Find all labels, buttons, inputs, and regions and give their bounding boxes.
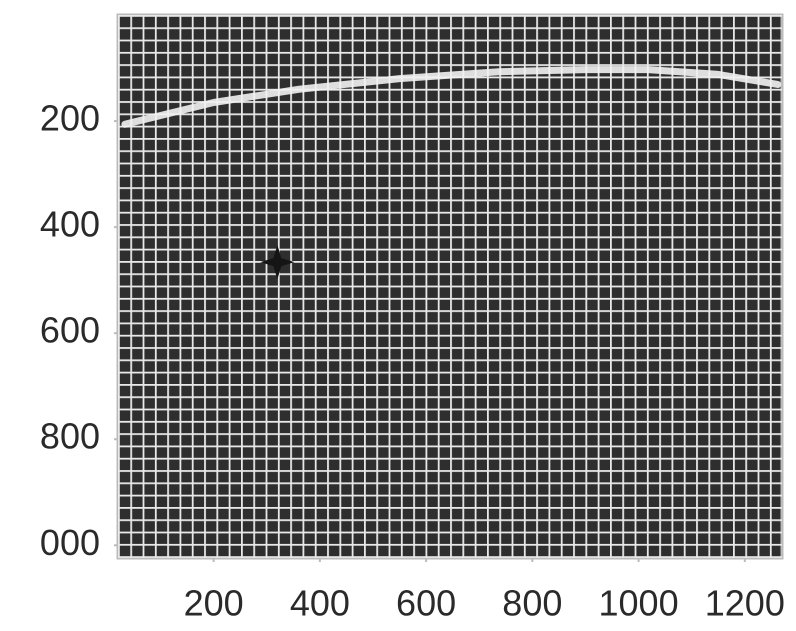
x-tick-label: 400 xyxy=(290,583,350,624)
y-tick-label: 400 xyxy=(40,204,100,245)
y-tick-label: 800 xyxy=(40,416,100,457)
x-tick-label: 800 xyxy=(502,583,562,624)
x-tick-label: 200 xyxy=(184,583,244,624)
x-tick-label: 600 xyxy=(396,583,456,624)
x-tick-label: 1200 xyxy=(705,583,785,624)
y-tick-label: 000 xyxy=(40,522,100,563)
grid-mesh xyxy=(118,15,782,558)
chart: 200 400 600 800 000 200 400 600 800 1000 1200 xyxy=(0,0,796,631)
page: 20040060080000020040060080010001200 (() … xyxy=(0,0,796,631)
y-tick-label: 200 xyxy=(40,98,100,139)
y-tick-label: 600 xyxy=(40,310,100,351)
x-tick-label: 1000 xyxy=(599,583,679,624)
